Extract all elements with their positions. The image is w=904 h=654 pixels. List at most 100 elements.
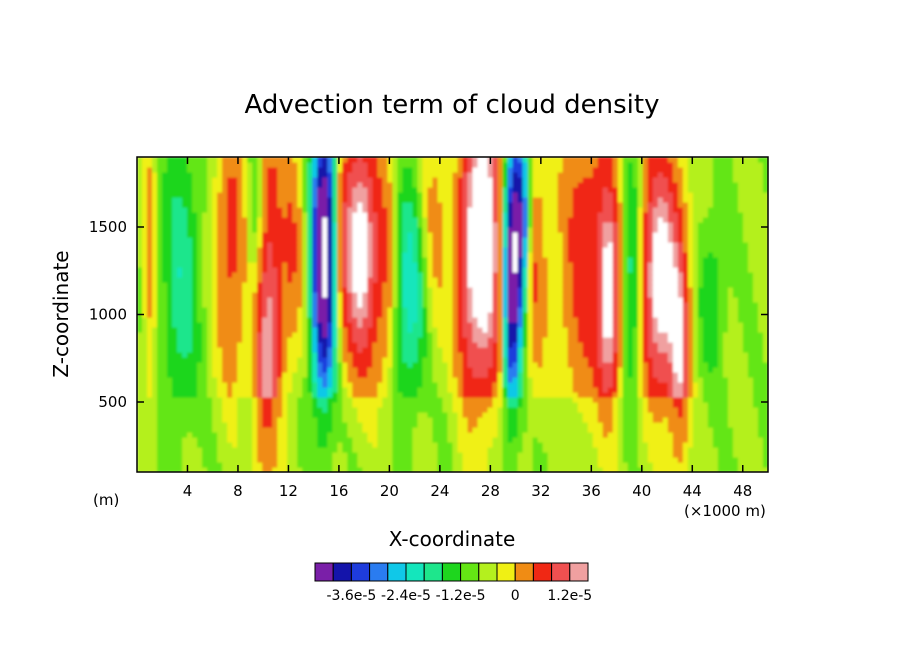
contour-cell bbox=[312, 277, 318, 283]
contour-cell bbox=[312, 407, 318, 413]
contour-cell bbox=[182, 247, 188, 253]
contour-cell bbox=[342, 387, 348, 393]
contour-cell bbox=[322, 267, 328, 273]
contour-cell bbox=[217, 197, 223, 203]
contour-cell bbox=[407, 392, 414, 398]
contour-cell bbox=[527, 212, 534, 218]
contour-cell bbox=[412, 372, 419, 378]
contour-cell bbox=[527, 217, 534, 223]
contour-cell bbox=[177, 177, 183, 183]
contour-cell bbox=[157, 357, 163, 363]
contour-cell bbox=[512, 312, 519, 318]
contour-cell bbox=[322, 277, 328, 283]
contour-cell bbox=[517, 457, 524, 463]
contour-cell bbox=[367, 172, 373, 178]
contour-cell bbox=[322, 317, 328, 323]
contour-cell bbox=[432, 332, 439, 338]
contour-cell bbox=[362, 407, 368, 413]
contour-cell bbox=[357, 262, 363, 268]
contour-cell bbox=[282, 192, 288, 198]
contour-cell bbox=[167, 197, 173, 203]
contour-cell bbox=[492, 187, 499, 193]
contour-cell bbox=[322, 162, 328, 168]
contour-cell bbox=[507, 412, 514, 418]
contour-cell bbox=[417, 422, 424, 428]
contour-cell bbox=[462, 462, 469, 468]
contour-cell bbox=[232, 362, 238, 368]
contour-cell bbox=[282, 297, 288, 303]
contour-cell bbox=[302, 337, 308, 343]
contour-cell bbox=[417, 397, 424, 403]
contour-cell bbox=[192, 397, 198, 403]
contour-cell bbox=[512, 427, 519, 433]
contour-cell bbox=[222, 267, 228, 273]
contour-cell bbox=[262, 332, 268, 338]
contour-cell bbox=[227, 312, 233, 318]
contour-cell bbox=[172, 442, 178, 448]
contour-cell bbox=[147, 447, 153, 453]
contour-cell bbox=[462, 247, 469, 253]
contour-cell bbox=[192, 212, 198, 218]
contour-cell bbox=[282, 402, 288, 408]
contour-cell bbox=[387, 232, 394, 238]
contour-cell bbox=[492, 367, 499, 373]
contour-cell bbox=[402, 237, 409, 243]
contour-cell bbox=[412, 207, 419, 213]
contour-cell bbox=[412, 317, 419, 323]
contour-cell bbox=[237, 247, 243, 253]
contour-cell bbox=[177, 182, 183, 188]
contour-cell bbox=[477, 277, 484, 283]
contour-cell bbox=[512, 212, 519, 218]
contour-cell bbox=[407, 352, 414, 358]
contour-cell bbox=[447, 352, 454, 358]
contour-cell bbox=[272, 182, 278, 188]
contour-cell bbox=[267, 287, 273, 293]
contour-cell bbox=[332, 237, 338, 243]
contour-cell bbox=[202, 402, 208, 408]
contour-cell bbox=[347, 452, 353, 458]
contour-cell bbox=[457, 367, 464, 373]
contour-cell bbox=[277, 357, 283, 363]
contour-cell bbox=[402, 232, 409, 238]
contour-cell bbox=[237, 397, 243, 403]
contour-cell bbox=[372, 397, 378, 403]
contour-cell bbox=[397, 312, 404, 318]
contour-cell bbox=[167, 277, 173, 283]
contour-cell bbox=[367, 352, 373, 358]
contour-cell bbox=[357, 177, 363, 183]
contour-cell bbox=[482, 182, 489, 188]
contour-cell bbox=[482, 427, 489, 433]
contour-cell bbox=[177, 427, 183, 433]
contour-cell bbox=[502, 382, 509, 388]
contour-cell bbox=[167, 422, 173, 428]
contour-cell bbox=[357, 402, 363, 408]
contour-cell bbox=[187, 437, 193, 443]
contour-cell bbox=[152, 367, 158, 373]
contour-cell bbox=[232, 247, 238, 253]
contour-cell bbox=[212, 357, 218, 363]
contour-cell bbox=[487, 162, 494, 168]
contour-cell bbox=[512, 442, 519, 448]
contour-cell bbox=[432, 197, 439, 203]
contour-cell bbox=[512, 357, 519, 363]
contour-cell bbox=[382, 417, 388, 423]
contour-cell bbox=[447, 442, 454, 448]
contour-cell bbox=[442, 262, 449, 268]
contour-cell bbox=[472, 167, 479, 173]
contour-cell bbox=[257, 192, 263, 198]
contour-cell bbox=[377, 447, 383, 453]
contour-cell bbox=[362, 382, 368, 388]
contour-cell bbox=[527, 262, 534, 268]
contour-cell bbox=[377, 352, 383, 358]
contour-cell bbox=[232, 332, 238, 338]
contour-cell bbox=[367, 237, 373, 243]
contour-cell bbox=[197, 342, 203, 348]
contour-cell bbox=[247, 167, 253, 173]
contour-cell bbox=[242, 327, 248, 333]
contour-cell bbox=[287, 422, 293, 428]
contour-cell bbox=[497, 162, 504, 168]
contour-cell bbox=[447, 467, 454, 472]
contour-cell bbox=[257, 382, 263, 388]
contour-cell bbox=[522, 242, 529, 248]
contour-cell bbox=[327, 417, 333, 423]
